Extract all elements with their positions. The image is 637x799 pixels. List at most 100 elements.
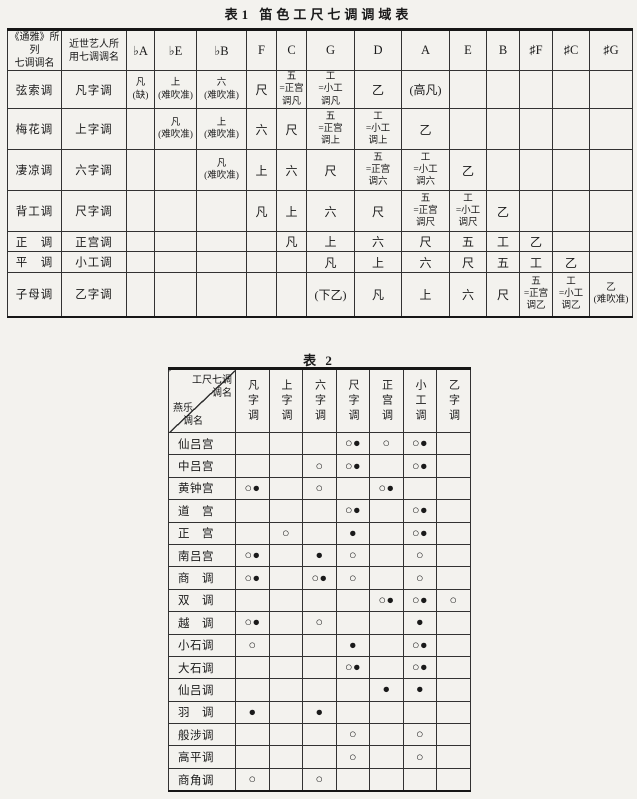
table2-row-label: 中吕宫 [168, 454, 236, 478]
table2-mark-cell [369, 767, 404, 792]
table1-cell [246, 231, 277, 253]
table1-row: 平 调小工调 凡上六尺五工乙 [7, 251, 633, 274]
table1-cell [126, 190, 155, 233]
table2-mark-cell [235, 499, 270, 523]
table1-row-label: 上字调 [61, 108, 127, 151]
table2-row-label: 黄钟宫 [168, 476, 236, 501]
table1-header-pitch: G [306, 29, 355, 71]
table1-cell: 上 [354, 251, 402, 274]
table2-row: 商角调 ○ ○ [168, 767, 471, 792]
table1-title: 表1 笛色工尺七调调域表 [224, 7, 413, 22]
table1-header-pitch: B [486, 29, 520, 71]
table2-mark-cell [302, 588, 337, 613]
table1-row-label: 梅花调 [7, 108, 62, 151]
table1-cell [552, 108, 590, 151]
table1-row-label: 背工调 [7, 190, 62, 233]
table1-cell: 工 [486, 231, 520, 253]
table1-cell: (高凡) [401, 69, 450, 110]
table2-mark-cell: ● [403, 611, 437, 635]
table1-cell [154, 272, 197, 318]
table2-mark-cell: ● [369, 678, 404, 702]
table1-cell [196, 251, 247, 274]
table1-cell [519, 108, 553, 151]
table1-cell: 尺 [306, 149, 355, 192]
table1-cell [246, 272, 277, 318]
table2-mark-cell [403, 700, 437, 725]
table1-header-pitch: A [401, 29, 450, 71]
table1-cell [276, 272, 307, 318]
table1-row-label: 尺字调 [61, 190, 127, 233]
table2-mark-cell [436, 454, 471, 478]
table1-row-label: 凡字调 [61, 69, 127, 110]
table1-header-row: 《通雅》所列 七调调名 近世艺人所 用七调调名 ♭A ♭E ♭B F C G D A E B ♯F ♯C ♯… [7, 29, 633, 71]
table1-header-pitch: D [354, 29, 402, 71]
table1-header-pitch: ♭A [126, 29, 155, 71]
table2-mark-cell: ○● [403, 454, 437, 478]
table1-cell: 上 [246, 149, 277, 192]
table1-cell: 六 [306, 190, 355, 233]
table1-cell: 六 [246, 108, 277, 151]
table1-cell [126, 108, 155, 151]
table2-mark-cell: ○● [403, 588, 437, 613]
table2-mark-cell: ○● [235, 543, 270, 568]
table1-cell: 尺 [449, 251, 487, 274]
table2-mark-cell [269, 723, 303, 747]
table2-mark-cell: ● [336, 633, 370, 657]
table1-cell: 凡 [276, 231, 307, 253]
table2-mark-cell: ○ [336, 723, 370, 747]
table1-row-label: 凄凉调 [7, 149, 62, 192]
table1-cell [196, 272, 247, 318]
table2-mark-cell: ● [302, 700, 337, 725]
table2-mark-cell [269, 566, 303, 590]
table1-cell [276, 251, 307, 274]
table1-row: 背工调 尺字调 凡上六尺五 =正宫 调尺工 =小工 调尺乙 [7, 190, 633, 233]
table2-mark-cell: ○● [369, 588, 404, 613]
table1-cell: 上 (难吹准) [154, 69, 197, 110]
table2-mark-cell [269, 499, 303, 523]
table2: 工尺七调 调名 燕乐 调名 凡字调 上字调 六字调 尺字调 正宫调 小工调 乙字调 仙吕宫 ○… [168, 367, 471, 793]
table2-mark-cell [336, 588, 370, 613]
table2-mark-cell: ○ [336, 566, 370, 590]
table2-mark-cell [235, 431, 270, 456]
table2-mark-cell [302, 655, 337, 680]
table2-mark-cell: ○● [403, 521, 437, 545]
table2-mark-cell: ○ [336, 543, 370, 568]
table2-mark-cell [336, 476, 370, 501]
table2-mark-cell [369, 745, 404, 769]
table2-mark-cell [369, 700, 404, 725]
table1-head: 《通雅》所列 七调调名 近世艺人所 用七调调名 ♭A ♭E ♭B F C G D A E B ♯F ♯C ♯… [7, 29, 633, 71]
table1-cell: 六 [354, 231, 402, 253]
table1-cell: 乙 [519, 231, 553, 253]
table2-mark-cell [369, 723, 404, 747]
table2-mark-cell: ● [235, 700, 270, 725]
table1-row: 梅花调 上字调凡 (难吹准) 上 (难吹准) 六尺五 =正宫 调上工 =小工 调上乙 [7, 108, 633, 151]
table1-cell: 五 [486, 251, 520, 274]
table1-cell: 凡 [246, 190, 277, 233]
table2-mark-cell [235, 454, 270, 478]
table2-mark-cell: ○ [403, 566, 437, 590]
table2-mark-cell [302, 745, 337, 769]
table1-cell: 乙 [449, 149, 487, 192]
table1-header-pitch: F [246, 29, 277, 71]
table2-row-label: 般涉调 [168, 723, 236, 747]
table1-cell: 六 (难吹准) [196, 69, 247, 110]
table2-mark-cell [269, 678, 303, 702]
table1-cell [126, 231, 155, 253]
table2-mark-cell [302, 521, 337, 545]
table2-row: 商 调 ○● ○● ○ ○ [168, 566, 471, 590]
table1-cell: 工 =小工 调乙 [552, 272, 590, 318]
table1-cell [126, 272, 155, 318]
table1-cell: 凡 [354, 272, 402, 318]
table1-header-pitch: E [449, 29, 487, 71]
table2-mark-cell: ○ [403, 745, 437, 769]
table2-row: 高平调 ○ ○ [168, 745, 471, 769]
table2-mark-cell [436, 521, 471, 545]
table1-header-pitch: ♭E [154, 29, 197, 71]
table2-row-label: 越 调 [168, 611, 236, 635]
table2-row-label: 双 调 [168, 588, 236, 613]
table2-mark-cell [436, 611, 471, 635]
table1-cell [154, 251, 197, 274]
table1-cell: 上 [401, 272, 450, 318]
table1-header-label: 近世艺人所 用七调调名 [61, 29, 127, 71]
